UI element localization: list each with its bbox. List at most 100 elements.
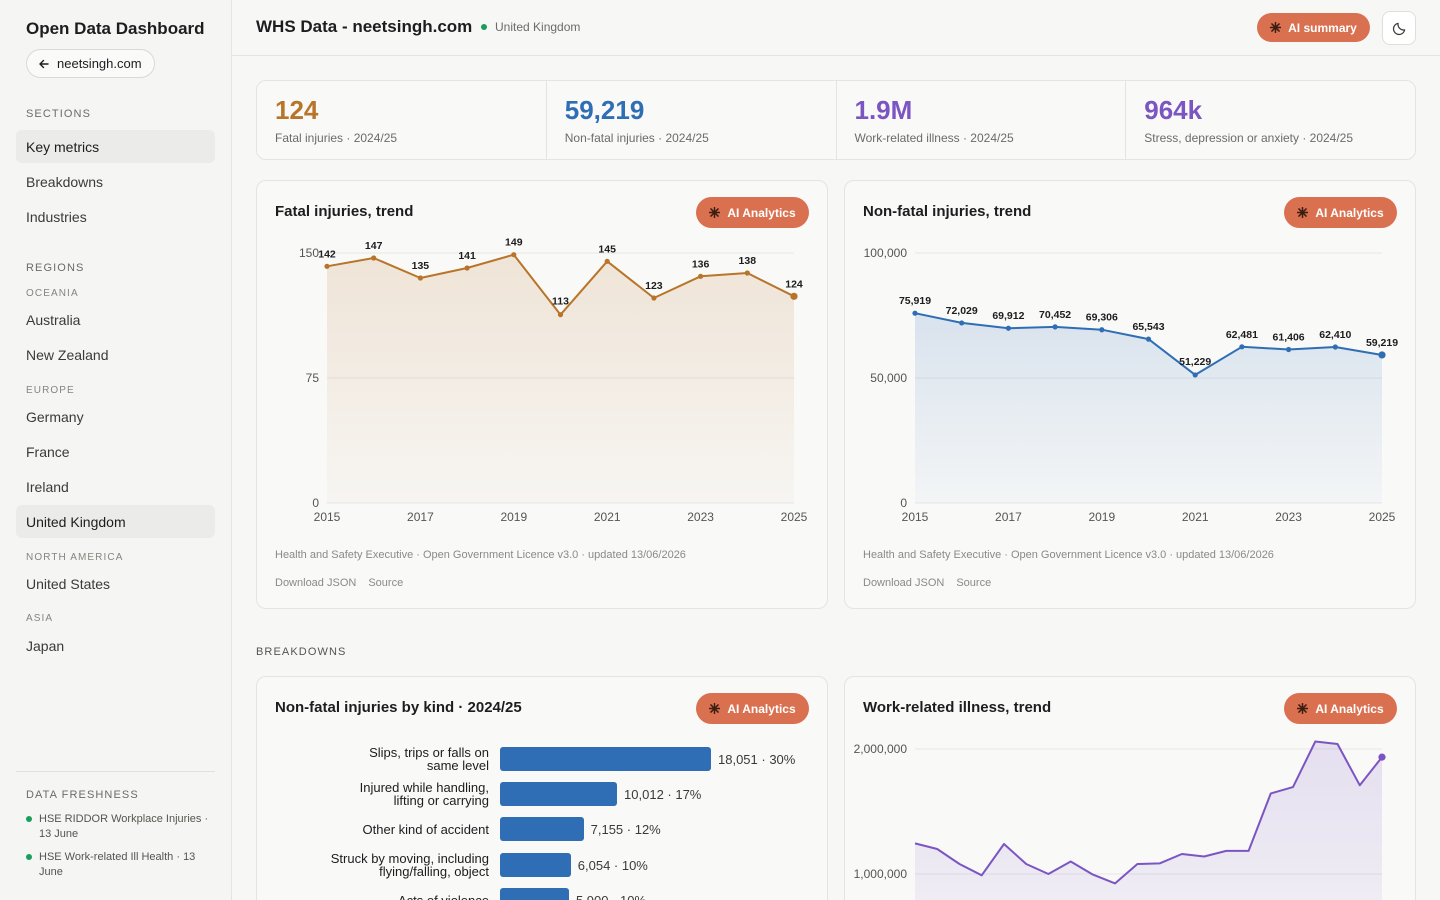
group-label-north-america: NORTH AMERICA [26, 552, 124, 563]
source-note: Health and Safety Executive · Open Gover… [863, 549, 1274, 561]
nav-united-kingdom[interactable]: United Kingdom [16, 505, 215, 538]
back-link[interactable]: neetsingh.com [26, 49, 155, 78]
data-label: 138 [739, 255, 757, 267]
data-point [698, 273, 704, 279]
bar [500, 782, 618, 806]
y-tick-label: 0 [312, 496, 319, 510]
download-json-link[interactable]: Download JSON [863, 577, 945, 589]
bar-category-label: Other kind of accident [362, 822, 489, 837]
y-tick-label: 150 [299, 246, 319, 260]
bar-value-label: 6,054 · 10% [577, 858, 648, 873]
ai-analytics-button[interactable]: AI Analytics [696, 197, 809, 228]
status-dot [26, 854, 32, 860]
source-link[interactable]: Source [956, 577, 992, 589]
work-related-illness-chart: 2,000,000 1,000,000 [854, 740, 1386, 900]
data-point [1239, 344, 1245, 350]
y-tick-label: 75 [306, 371, 320, 385]
kpi-strip: 124 Fatal injuries · 2024/25 59,219 Non-… [256, 80, 1416, 160]
data-label: 113 [552, 296, 569, 308]
data-point [464, 265, 470, 271]
x-tick-label: 2015 [314, 510, 341, 524]
nav-industries[interactable]: Industries [26, 208, 87, 225]
theme-toggle-button[interactable] [1382, 11, 1416, 45]
ai-analytics-button[interactable]: AI Analytics [1284, 197, 1397, 228]
data-label: 123 [645, 280, 663, 292]
nav-new-zealand[interactable]: New Zealand [26, 346, 109, 363]
kpi-value: 124 [275, 95, 319, 125]
download-json-link[interactable]: Download JSON [275, 577, 357, 589]
source-note: Health and Safety Executive · Open Gover… [275, 549, 686, 561]
nav-france[interactable]: France [26, 443, 70, 460]
card-title: Non-fatal injuries by kind · 2024/25 [275, 699, 522, 716]
sidebar: Open Data Dashboard neetsingh.com SECTIO… [0, 0, 232, 900]
x-tick-label: 2023 [687, 510, 714, 524]
ai-analytics-button[interactable]: AI Analytics [696, 693, 809, 724]
data-point [1332, 344, 1338, 350]
card-links: Download JSON Source [863, 577, 991, 589]
nav-germany[interactable]: Germany [26, 408, 84, 425]
series-area [915, 313, 1382, 503]
data-label: 124 [785, 278, 803, 290]
bar-value-label: 18,051 · 30% [718, 752, 796, 767]
nav-breakdowns[interactable]: Breakdowns [26, 173, 104, 190]
page-title: WHS Data - neetsingh.com [256, 17, 473, 36]
nav-australia[interactable]: Australia [26, 311, 81, 328]
kpi-card: 124 Fatal injuries · 2024/25 [257, 81, 547, 159]
nav-united-states[interactable]: United States [26, 575, 111, 592]
sparkle-icon [1297, 207, 1309, 218]
sections-label: SECTIONS [26, 108, 92, 120]
data-point [1378, 753, 1386, 761]
nav-key-metrics[interactable]: Key metrics [16, 130, 215, 163]
data-label: 62,410 [1319, 329, 1351, 341]
kpi-card: 59,219 Non-fatal injuries · 2024/25 [547, 81, 837, 159]
non-fatal-injuries-card: 100,000 50,000 0 2015 2017 2019 2021 2023 2025 75… [844, 180, 1416, 609]
bar-category-label: Injured while handling, lifting or carryi… [359, 780, 489, 808]
y-tick-label: 2,000,000 [854, 742, 908, 756]
x-tick-label: 2025 [781, 510, 808, 524]
work-related-illness-card: 2,000,000 1,000,000 Work-related illness,… [844, 676, 1416, 900]
card-links: Download JSON Source [275, 577, 403, 589]
data-point [1378, 351, 1386, 359]
x-tick-label: 2019 [500, 510, 527, 524]
data-label: 65,543 [1132, 321, 1164, 333]
injuries-by-kind-card: Non-fatal injuries by kind · 2024/25 AI … [256, 676, 828, 900]
status-dot [481, 24, 487, 30]
kpi-card: 1.9M Work-related illness · 2024/25 [837, 81, 1127, 159]
bar [500, 888, 569, 900]
ai-analytics-button[interactable]: AI Analytics [1284, 693, 1397, 724]
sparkle-icon [709, 703, 721, 714]
group-label-asia: ASIA [26, 613, 54, 624]
fatal-injuries-card: 150 75 0 2015 2017 2019 2021 2023 2025 142 147 135 1… [256, 180, 828, 609]
nav-ireland[interactable]: Ireland [26, 478, 69, 495]
data-label: 145 [598, 243, 616, 255]
data-label: 61,406 [1273, 331, 1305, 343]
bar-category-label: Slips, trips or falls on same level [369, 745, 489, 773]
kpi-label: Fatal injuries · 2024/25 [275, 131, 398, 145]
data-point [959, 320, 965, 326]
y-tick-label: 0 [900, 496, 907, 510]
data-point [417, 275, 423, 281]
moon-icon [1392, 22, 1405, 35]
sparkle-icon [1270, 22, 1282, 33]
source-link[interactable]: Source [368, 577, 404, 589]
data-point [912, 310, 918, 316]
kpi-value: 59,219 [564, 95, 645, 125]
data-point [651, 295, 657, 301]
sparkle-icon [709, 207, 721, 218]
data-label: 141 [458, 250, 476, 262]
bar [500, 747, 711, 771]
card-title: Fatal injuries, trend [275, 203, 414, 220]
x-tick-label: 2015 [902, 510, 929, 524]
kpi-card: 964k Stress, depression or anxiety · 202… [1126, 81, 1415, 159]
data-label: 51,229 [1179, 356, 1211, 368]
ai-summary-button[interactable]: AI summary [1257, 13, 1370, 42]
x-tick-label: 2021 [1182, 510, 1209, 524]
freshness-item: HSE Work-related Ill Health · 13 June [26, 850, 211, 880]
data-label: 75,919 [899, 295, 931, 307]
data-point [1145, 336, 1152, 342]
header: WHS Data - neetsingh.com United Kingdom … [232, 0, 1440, 56]
y-tick-label: 1,000,000 [854, 867, 908, 881]
nav-japan[interactable]: Japan [26, 637, 65, 654]
